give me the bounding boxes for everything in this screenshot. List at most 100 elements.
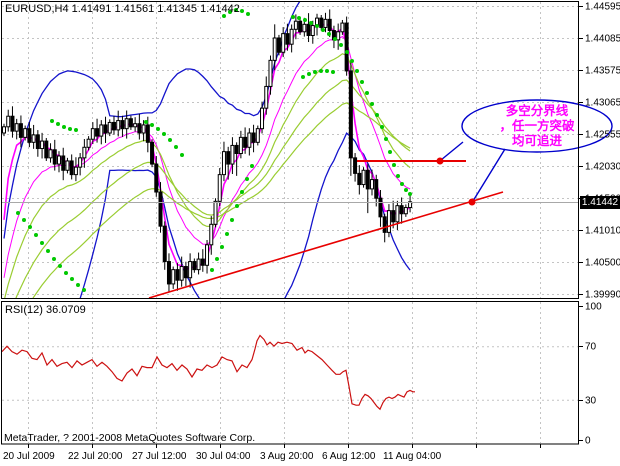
candle <box>213 200 218 225</box>
candle <box>103 124 108 134</box>
candle <box>188 261 193 279</box>
candle <box>209 223 214 246</box>
candle <box>302 23 307 33</box>
annotation-line-1: 多空分界线 <box>505 104 569 118</box>
candle <box>116 120 121 131</box>
price-tick-label: 1.40500 <box>585 258 620 269</box>
candle <box>128 118 133 128</box>
candle <box>99 124 104 137</box>
candle <box>289 28 294 45</box>
date-tick-label: 3 Aug 20:00 <box>260 451 314 462</box>
candle <box>40 140 45 150</box>
annotation-ellipse <box>461 99 613 153</box>
candle <box>340 22 345 33</box>
candle <box>200 258 205 266</box>
candle <box>226 151 231 165</box>
candle <box>323 18 328 28</box>
candle <box>61 155 66 171</box>
candle <box>281 33 286 53</box>
chart-objects[interactable] <box>148 99 613 299</box>
candle <box>230 144 235 165</box>
candle <box>327 18 332 32</box>
candle <box>150 141 155 165</box>
candle <box>365 169 370 190</box>
copyright-text: MetaTrader, ? 2001-2008 MetaQuotes Softw… <box>4 432 256 444</box>
candle <box>243 136 248 148</box>
candle <box>179 266 184 281</box>
candle <box>86 138 91 148</box>
ascending-trendline <box>148 191 504 299</box>
candle <box>272 37 277 61</box>
candle <box>221 151 226 176</box>
annotation-text[interactable]: 多空分界线 ，任一方突破 均可追进 <box>463 104 611 149</box>
candle <box>319 17 324 28</box>
candle <box>183 266 188 279</box>
annotation-line-2: ，任一方突破 <box>499 119 575 133</box>
candle <box>95 128 100 137</box>
candle <box>196 258 201 271</box>
candle <box>166 261 171 285</box>
candle <box>162 225 167 263</box>
candle <box>154 163 159 193</box>
price-tick-label: 1.43575 <box>585 66 620 77</box>
candlesticks <box>2 9 413 292</box>
annotation-line-3: 均可追进 <box>511 134 562 148</box>
candle <box>137 123 142 134</box>
rsi-indicator-label: RSI(12) 36.0709 <box>5 304 86 316</box>
candle <box>298 20 303 33</box>
date-tick-label: 27 Jul 12:00 <box>132 451 187 462</box>
candle <box>348 70 353 159</box>
candle <box>82 146 87 159</box>
chart-title: EURUSD,H4 1.41491 1.41561 1.41345 1.4144… <box>5 3 240 15</box>
date-tick-label: 30 Jul 04:00 <box>196 451 251 462</box>
candle <box>111 121 116 131</box>
candle <box>48 149 53 159</box>
candle <box>10 115 15 132</box>
candle <box>145 124 150 143</box>
date-tick-label: 22 Jul 20:00 <box>68 451 123 462</box>
date-tick-label: 11 Aug 04:00 <box>383 451 442 462</box>
candle <box>133 123 138 128</box>
price-tick-label: 1.43065 <box>585 98 620 109</box>
candle <box>310 25 315 37</box>
candle <box>6 115 11 128</box>
candle <box>399 205 404 215</box>
candle <box>353 157 358 174</box>
candle <box>18 123 23 138</box>
candle <box>52 149 57 165</box>
price-tick-label: 1.42030 <box>585 162 620 173</box>
candle <box>141 124 146 134</box>
candle <box>65 160 70 171</box>
moving-average-lines <box>3 2 411 298</box>
pane-borders <box>1 1 579 445</box>
rsi-line <box>2 334 415 411</box>
candle <box>247 132 252 148</box>
candle <box>23 128 28 138</box>
annotation-pointer-line <box>472 148 506 202</box>
candle <box>14 123 19 132</box>
candle <box>370 179 375 190</box>
candle <box>391 210 396 223</box>
candle <box>255 128 260 143</box>
candle <box>260 107 265 130</box>
price-tick-label: 1.44595 <box>585 2 620 13</box>
candle <box>378 197 383 218</box>
candle <box>107 121 112 134</box>
red-marker-dot <box>468 198 476 206</box>
candle <box>403 207 408 215</box>
candle <box>78 157 83 168</box>
red-marker-dot <box>436 157 444 165</box>
rsi-tick-label: 70 <box>585 342 597 353</box>
date-tick-label: 20 Jul 2009 <box>3 451 55 462</box>
date-tick-label: 6 Aug 12:00 <box>322 451 376 462</box>
candle <box>56 155 61 165</box>
candle <box>344 22 349 72</box>
rsi-tick-label: 30 <box>585 396 597 407</box>
candle <box>192 261 197 271</box>
price-tick-label: 1.42555 <box>585 130 620 141</box>
parabolic-sar-dots <box>16 8 412 292</box>
candle <box>408 201 413 209</box>
candle <box>268 59 273 87</box>
candle <box>276 37 281 53</box>
